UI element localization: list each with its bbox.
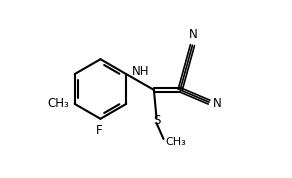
- Text: N: N: [189, 28, 198, 41]
- Text: CH₃: CH₃: [165, 137, 186, 146]
- Text: N: N: [213, 97, 222, 110]
- Text: F: F: [95, 124, 102, 137]
- Text: NH: NH: [132, 65, 150, 78]
- Text: S: S: [153, 114, 160, 127]
- Text: CH₃: CH₃: [48, 96, 69, 109]
